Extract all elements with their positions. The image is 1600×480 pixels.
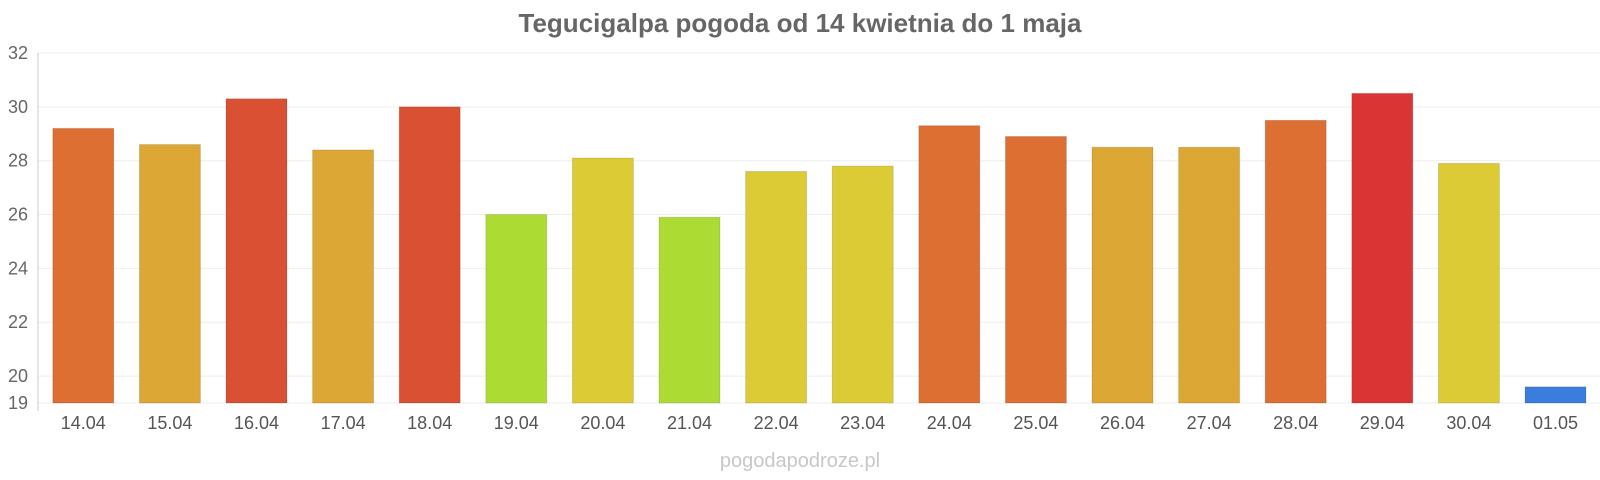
bar-14.04 bbox=[52, 127, 115, 404]
x-tick-label: 16.04 bbox=[234, 413, 279, 433]
x-tick-label: 28.04 bbox=[1273, 413, 1318, 433]
bar-25.04 bbox=[1004, 135, 1067, 404]
y-tick-label: 32 bbox=[8, 43, 28, 63]
x-tick-label: 26.04 bbox=[1100, 413, 1145, 433]
grid-lines bbox=[38, 52, 1600, 404]
x-tick-label: 22.04 bbox=[754, 413, 799, 433]
bar-30.04 bbox=[1437, 162, 1500, 404]
bar-28.04 bbox=[1264, 119, 1327, 404]
x-tick-label: 24.04 bbox=[927, 413, 972, 433]
bar-19.04 bbox=[485, 214, 548, 404]
bar-15.04 bbox=[138, 144, 201, 404]
y-tick-label: 30 bbox=[8, 97, 28, 117]
y-tick-label: 24 bbox=[8, 258, 28, 278]
x-tick-label: 19.04 bbox=[494, 413, 539, 433]
bar-23.04 bbox=[831, 165, 894, 404]
bar-20.04 bbox=[571, 157, 634, 404]
bar-22.04 bbox=[745, 170, 808, 404]
y-tick-label: 28 bbox=[8, 151, 28, 171]
y-tick-label: 19 bbox=[8, 393, 28, 413]
x-tick-label: 20.04 bbox=[580, 413, 625, 433]
x-tick-label: 15.04 bbox=[147, 413, 192, 433]
y-axis-ticks: 19 20 22 24 26 28 30 32 bbox=[8, 43, 28, 413]
y-tick-label: 22 bbox=[8, 312, 28, 332]
bar-26.04 bbox=[1091, 146, 1154, 404]
y-tick-label: 26 bbox=[8, 205, 28, 225]
bar-21.04 bbox=[658, 216, 721, 404]
x-tick-label: 27.04 bbox=[1187, 413, 1232, 433]
bar-24.04 bbox=[918, 125, 981, 404]
x-tick-label: 21.04 bbox=[667, 413, 712, 433]
x-tick-label: 01.05 bbox=[1533, 413, 1578, 433]
x-tick-label: 23.04 bbox=[840, 413, 885, 433]
x-axis-ticks: 14.04 15.04 16.04 17.04 18.04 19.04 20.04 21.04… bbox=[61, 413, 1578, 433]
x-tick-label: 18.04 bbox=[407, 413, 452, 433]
x-tick-label: 30.04 bbox=[1446, 413, 1491, 433]
x-tick-label: 14.04 bbox=[61, 413, 106, 433]
y-tick-label: 20 bbox=[8, 366, 28, 386]
x-tick-label: 25.04 bbox=[1013, 413, 1058, 433]
watermark: pogodapodroze.pl bbox=[720, 450, 880, 472]
bar-group bbox=[52, 92, 1587, 404]
bar-18.04 bbox=[398, 106, 461, 404]
x-tick-label: 29.04 bbox=[1360, 413, 1405, 433]
bar-16.04 bbox=[225, 98, 288, 404]
bar-27.04 bbox=[1178, 146, 1241, 404]
x-tick-label: 17.04 bbox=[321, 413, 366, 433]
bar-01.05 bbox=[1524, 386, 1587, 404]
bar-17.04 bbox=[312, 149, 375, 404]
bar-29.04 bbox=[1351, 92, 1414, 404]
chart-title: Tegucigalpa pogoda od 14 kwietnia do 1 m… bbox=[519, 8, 1083, 38]
